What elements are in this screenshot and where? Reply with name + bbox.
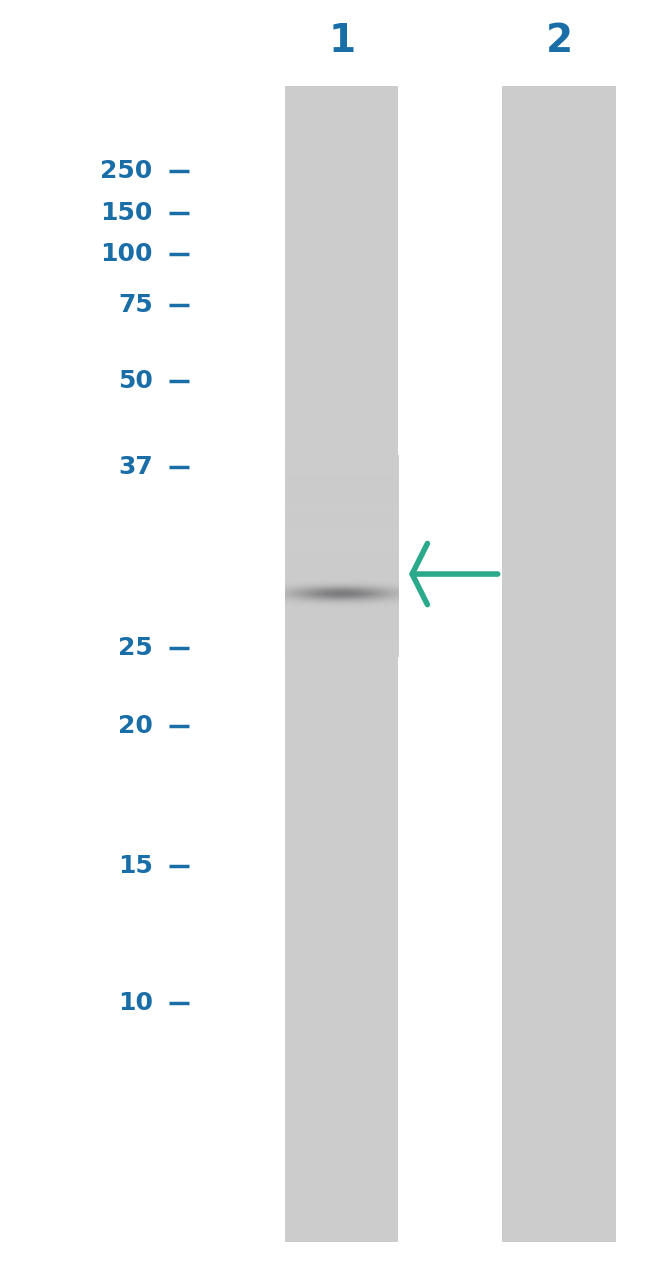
Text: 37: 37	[118, 456, 153, 479]
Text: 15: 15	[118, 855, 153, 878]
Text: 10: 10	[118, 992, 153, 1015]
Text: 150: 150	[100, 202, 153, 225]
Text: 50: 50	[118, 370, 153, 392]
Text: 250: 250	[101, 160, 153, 183]
Text: 1: 1	[328, 22, 356, 60]
Text: 2: 2	[545, 22, 573, 60]
Bar	[285, 86, 398, 1242]
Text: 75: 75	[118, 293, 153, 316]
Text: 100: 100	[100, 243, 153, 265]
Text: 25: 25	[118, 636, 153, 659]
Text: 20: 20	[118, 715, 153, 738]
Bar	[502, 86, 616, 1242]
